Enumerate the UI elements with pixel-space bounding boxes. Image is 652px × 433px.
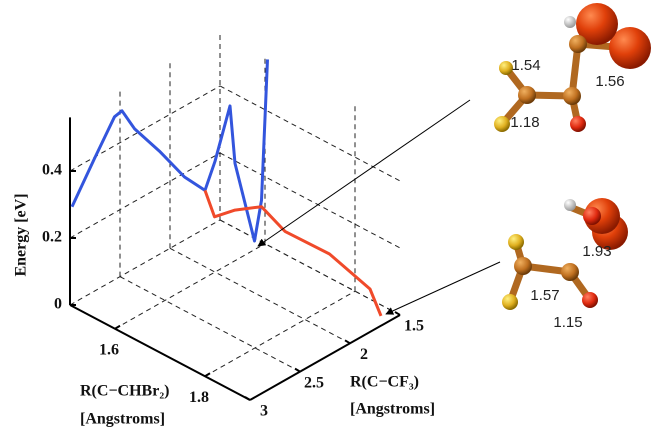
- tick-mark: [295, 369, 300, 372]
- y-tick-label: 3: [260, 403, 268, 420]
- bond-length: 1.57: [530, 287, 559, 304]
- tick-mark: [245, 397, 250, 400]
- bond-length: 1.15: [553, 314, 582, 331]
- bond-length: 1.54: [511, 57, 540, 74]
- y-axis-title: R(C−CF₃): [350, 374, 419, 391]
- y-tick-label: 2.5: [304, 374, 324, 391]
- y-axis-unit: [Angstroms]: [350, 401, 435, 418]
- tick-mark: [115, 326, 120, 329]
- x-tick-label: 1.8: [189, 389, 209, 406]
- bond-length: 1.56: [595, 73, 624, 90]
- x-tick-label: 1.6: [99, 341, 119, 358]
- y-tick-label: 1.5: [404, 318, 424, 335]
- grid-line: [170, 248, 350, 343]
- x-axis-title: R(C−CHBr₂): [80, 383, 169, 400]
- series-line: [72, 59, 268, 241]
- tick-mark: [395, 312, 400, 315]
- bond-length: 1.93: [582, 243, 611, 260]
- plot-3d: 0 0.2 0.4 1.6 1.8 1.5 2 2.5 3: [42, 32, 424, 419]
- molecule: 1.93 1.57 1.15: [502, 198, 628, 331]
- z-axis-title: Energy [eV]: [13, 193, 30, 276]
- y-tick-label: 2: [360, 346, 368, 363]
- molecule: 1.54 1.56 1.18: [494, 3, 651, 132]
- figure: 0 0.2 0.4 1.6 1.8 1.5 2 2.5 3 1.54 1.56 1.18: [0, 0, 652, 433]
- arrow: [386, 262, 500, 314]
- bond-length: 1.18: [510, 114, 539, 131]
- grid-line: [70, 86, 220, 171]
- grid-line: [120, 277, 300, 372]
- tick-mark: [205, 373, 210, 376]
- tick-mark: [345, 340, 350, 343]
- z-tick-label: 0.2: [42, 229, 62, 246]
- x-axis-unit: [Angstroms]: [80, 411, 165, 428]
- z-tick-label: 0: [54, 296, 62, 313]
- z-tick-label: 0.4: [42, 162, 62, 179]
- arrow: [258, 100, 470, 246]
